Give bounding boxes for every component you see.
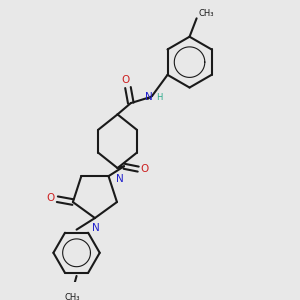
Text: N: N <box>145 92 153 102</box>
Text: H: H <box>156 93 162 102</box>
Text: CH₃: CH₃ <box>198 8 214 17</box>
Text: O: O <box>140 164 149 174</box>
Text: O: O <box>121 75 129 85</box>
Text: N: N <box>92 223 100 233</box>
Text: CH₃: CH₃ <box>64 293 80 300</box>
Text: O: O <box>46 193 55 203</box>
Text: N: N <box>116 174 124 184</box>
